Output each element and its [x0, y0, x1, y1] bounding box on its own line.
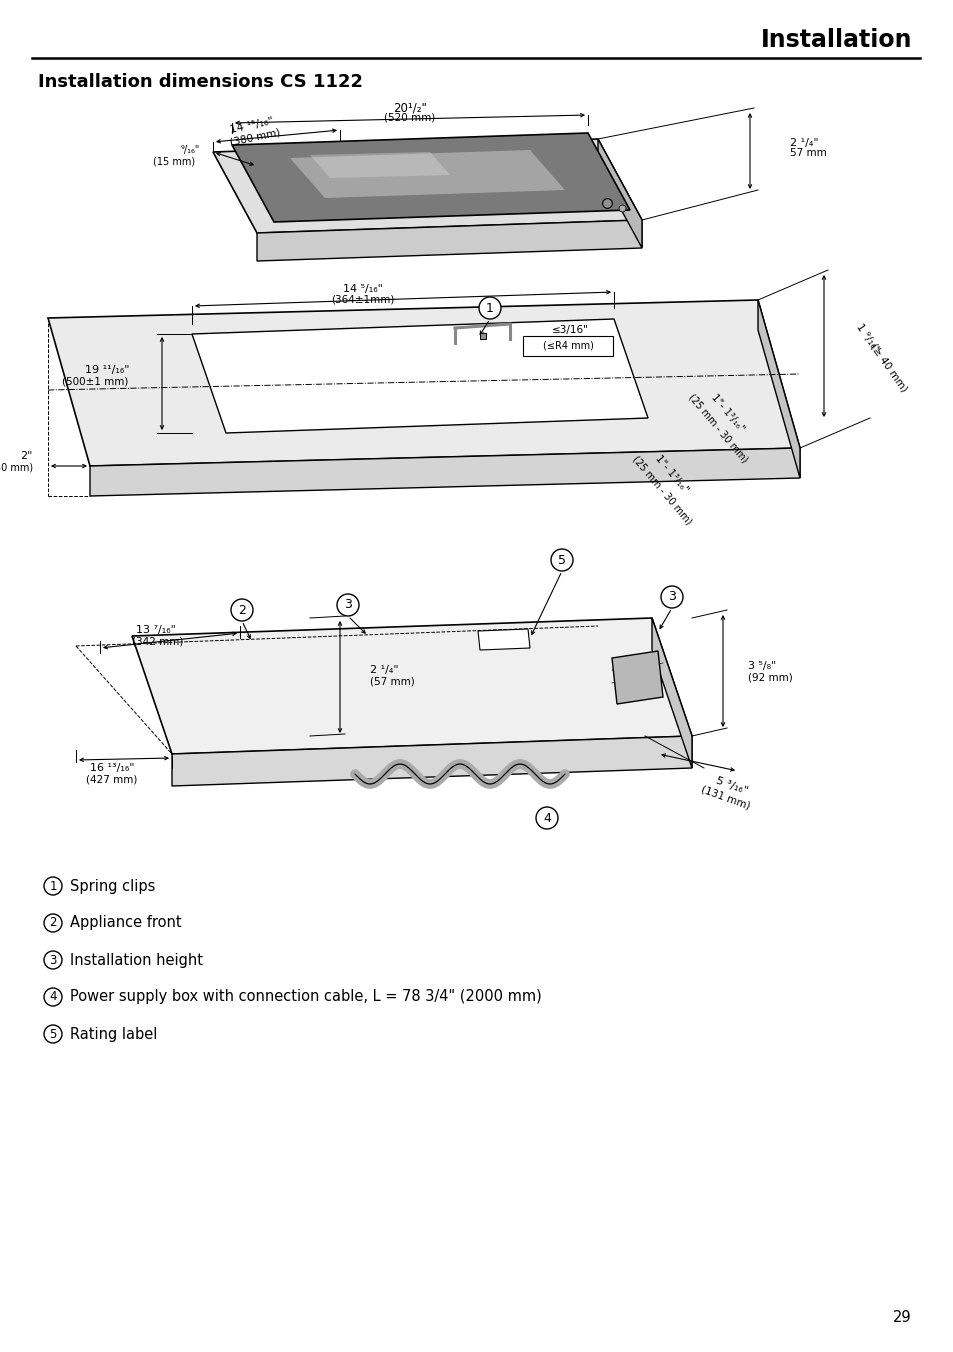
- Text: Power supply box with connection cable, L = 78 3/4" (2000 mm): Power supply box with connection cable, …: [70, 990, 541, 1005]
- Text: (25 mm - 30 mm): (25 mm - 30 mm): [630, 454, 693, 526]
- Polygon shape: [256, 220, 641, 261]
- Text: 4: 4: [542, 811, 551, 825]
- Text: 2 ¹/₄": 2 ¹/₄": [370, 665, 398, 675]
- Text: Spring clips: Spring clips: [70, 879, 155, 894]
- Text: (380 mm): (380 mm): [229, 127, 281, 147]
- Text: 3: 3: [667, 591, 676, 603]
- Text: 5: 5: [558, 553, 565, 566]
- Polygon shape: [290, 150, 564, 197]
- Text: (57 mm): (57 mm): [370, 676, 415, 685]
- Text: (25 mm - 30 mm): (25 mm - 30 mm): [686, 392, 749, 464]
- Text: 1: 1: [50, 880, 56, 892]
- Text: (131 mm): (131 mm): [700, 784, 751, 811]
- Polygon shape: [612, 652, 662, 704]
- Text: (≤R4 mm): (≤R4 mm): [542, 341, 593, 352]
- Polygon shape: [651, 618, 691, 768]
- Polygon shape: [132, 618, 691, 754]
- Text: (520 mm): (520 mm): [384, 114, 436, 123]
- Text: (500±1 mm): (500±1 mm): [62, 376, 128, 387]
- Text: 1"- 1³/₁₆": 1"- 1³/₁₆": [653, 453, 690, 495]
- Polygon shape: [172, 735, 691, 786]
- Polygon shape: [90, 448, 800, 496]
- Circle shape: [478, 297, 500, 319]
- Text: 5: 5: [50, 1028, 56, 1041]
- Circle shape: [44, 914, 62, 932]
- Text: 20¹/₂": 20¹/₂": [393, 101, 427, 115]
- Text: 19 ¹¹/₁₆": 19 ¹¹/₁₆": [86, 365, 130, 375]
- Text: 4: 4: [50, 991, 56, 1003]
- Polygon shape: [758, 300, 800, 479]
- Polygon shape: [477, 629, 530, 650]
- Text: 3 ⁵/₈": 3 ⁵/₈": [747, 661, 776, 671]
- Text: 3: 3: [50, 953, 56, 967]
- Circle shape: [44, 988, 62, 1006]
- Text: ≤3/16": ≤3/16": [551, 324, 588, 335]
- Text: 2: 2: [238, 603, 246, 617]
- Polygon shape: [310, 151, 450, 178]
- Circle shape: [336, 594, 358, 617]
- Text: ⁹/₁₆": ⁹/₁₆": [180, 145, 200, 155]
- Circle shape: [536, 807, 558, 829]
- Text: (342 mm): (342 mm): [132, 635, 184, 646]
- Circle shape: [231, 599, 253, 621]
- Text: 2: 2: [50, 917, 56, 930]
- Text: (≥ 40 mm): (≥ 40 mm): [868, 341, 908, 393]
- Circle shape: [551, 549, 573, 571]
- Text: 2 ¹/₄": 2 ¹/₄": [789, 138, 818, 147]
- Text: 1: 1: [485, 301, 494, 315]
- Text: 13 ⁷/₁₆": 13 ⁷/₁₆": [136, 625, 175, 635]
- Text: (50 mm): (50 mm): [0, 462, 33, 472]
- Text: 14 ⁵/₁₆": 14 ⁵/₁₆": [343, 284, 382, 293]
- Text: 1 ⁹/₁₆": 1 ⁹/₁₆": [853, 322, 880, 354]
- Circle shape: [44, 877, 62, 895]
- Text: 2": 2": [21, 452, 33, 461]
- Text: (92 mm): (92 mm): [747, 672, 792, 681]
- Text: Appliance front: Appliance front: [70, 915, 181, 930]
- Text: 5 ³/₁₆": 5 ³/₁₆": [714, 776, 748, 796]
- Text: (364±1mm): (364±1mm): [331, 293, 395, 304]
- Text: 1"- 1³/₁₆": 1"- 1³/₁₆": [709, 392, 746, 434]
- Text: Rating label: Rating label: [70, 1026, 157, 1041]
- Polygon shape: [48, 300, 800, 466]
- Polygon shape: [192, 319, 647, 433]
- Text: 57 mm: 57 mm: [789, 147, 826, 158]
- Text: (427 mm): (427 mm): [86, 773, 137, 784]
- Text: Installation height: Installation height: [70, 953, 203, 968]
- Polygon shape: [232, 132, 629, 222]
- Text: (15 mm): (15 mm): [152, 155, 194, 166]
- Text: Installation: Installation: [760, 28, 911, 51]
- Text: 29: 29: [892, 1310, 911, 1325]
- Circle shape: [660, 585, 682, 608]
- Circle shape: [44, 1025, 62, 1042]
- Polygon shape: [598, 139, 641, 247]
- Polygon shape: [213, 139, 641, 233]
- Text: Installation dimensions CS 1122: Installation dimensions CS 1122: [38, 73, 363, 91]
- FancyBboxPatch shape: [522, 337, 613, 356]
- Text: 3: 3: [344, 599, 352, 611]
- Circle shape: [44, 950, 62, 969]
- Text: 16 ¹³/₁₆": 16 ¹³/₁₆": [90, 763, 134, 773]
- Text: 14 ¹⁵/₁₆": 14 ¹⁵/₁₆": [229, 115, 274, 134]
